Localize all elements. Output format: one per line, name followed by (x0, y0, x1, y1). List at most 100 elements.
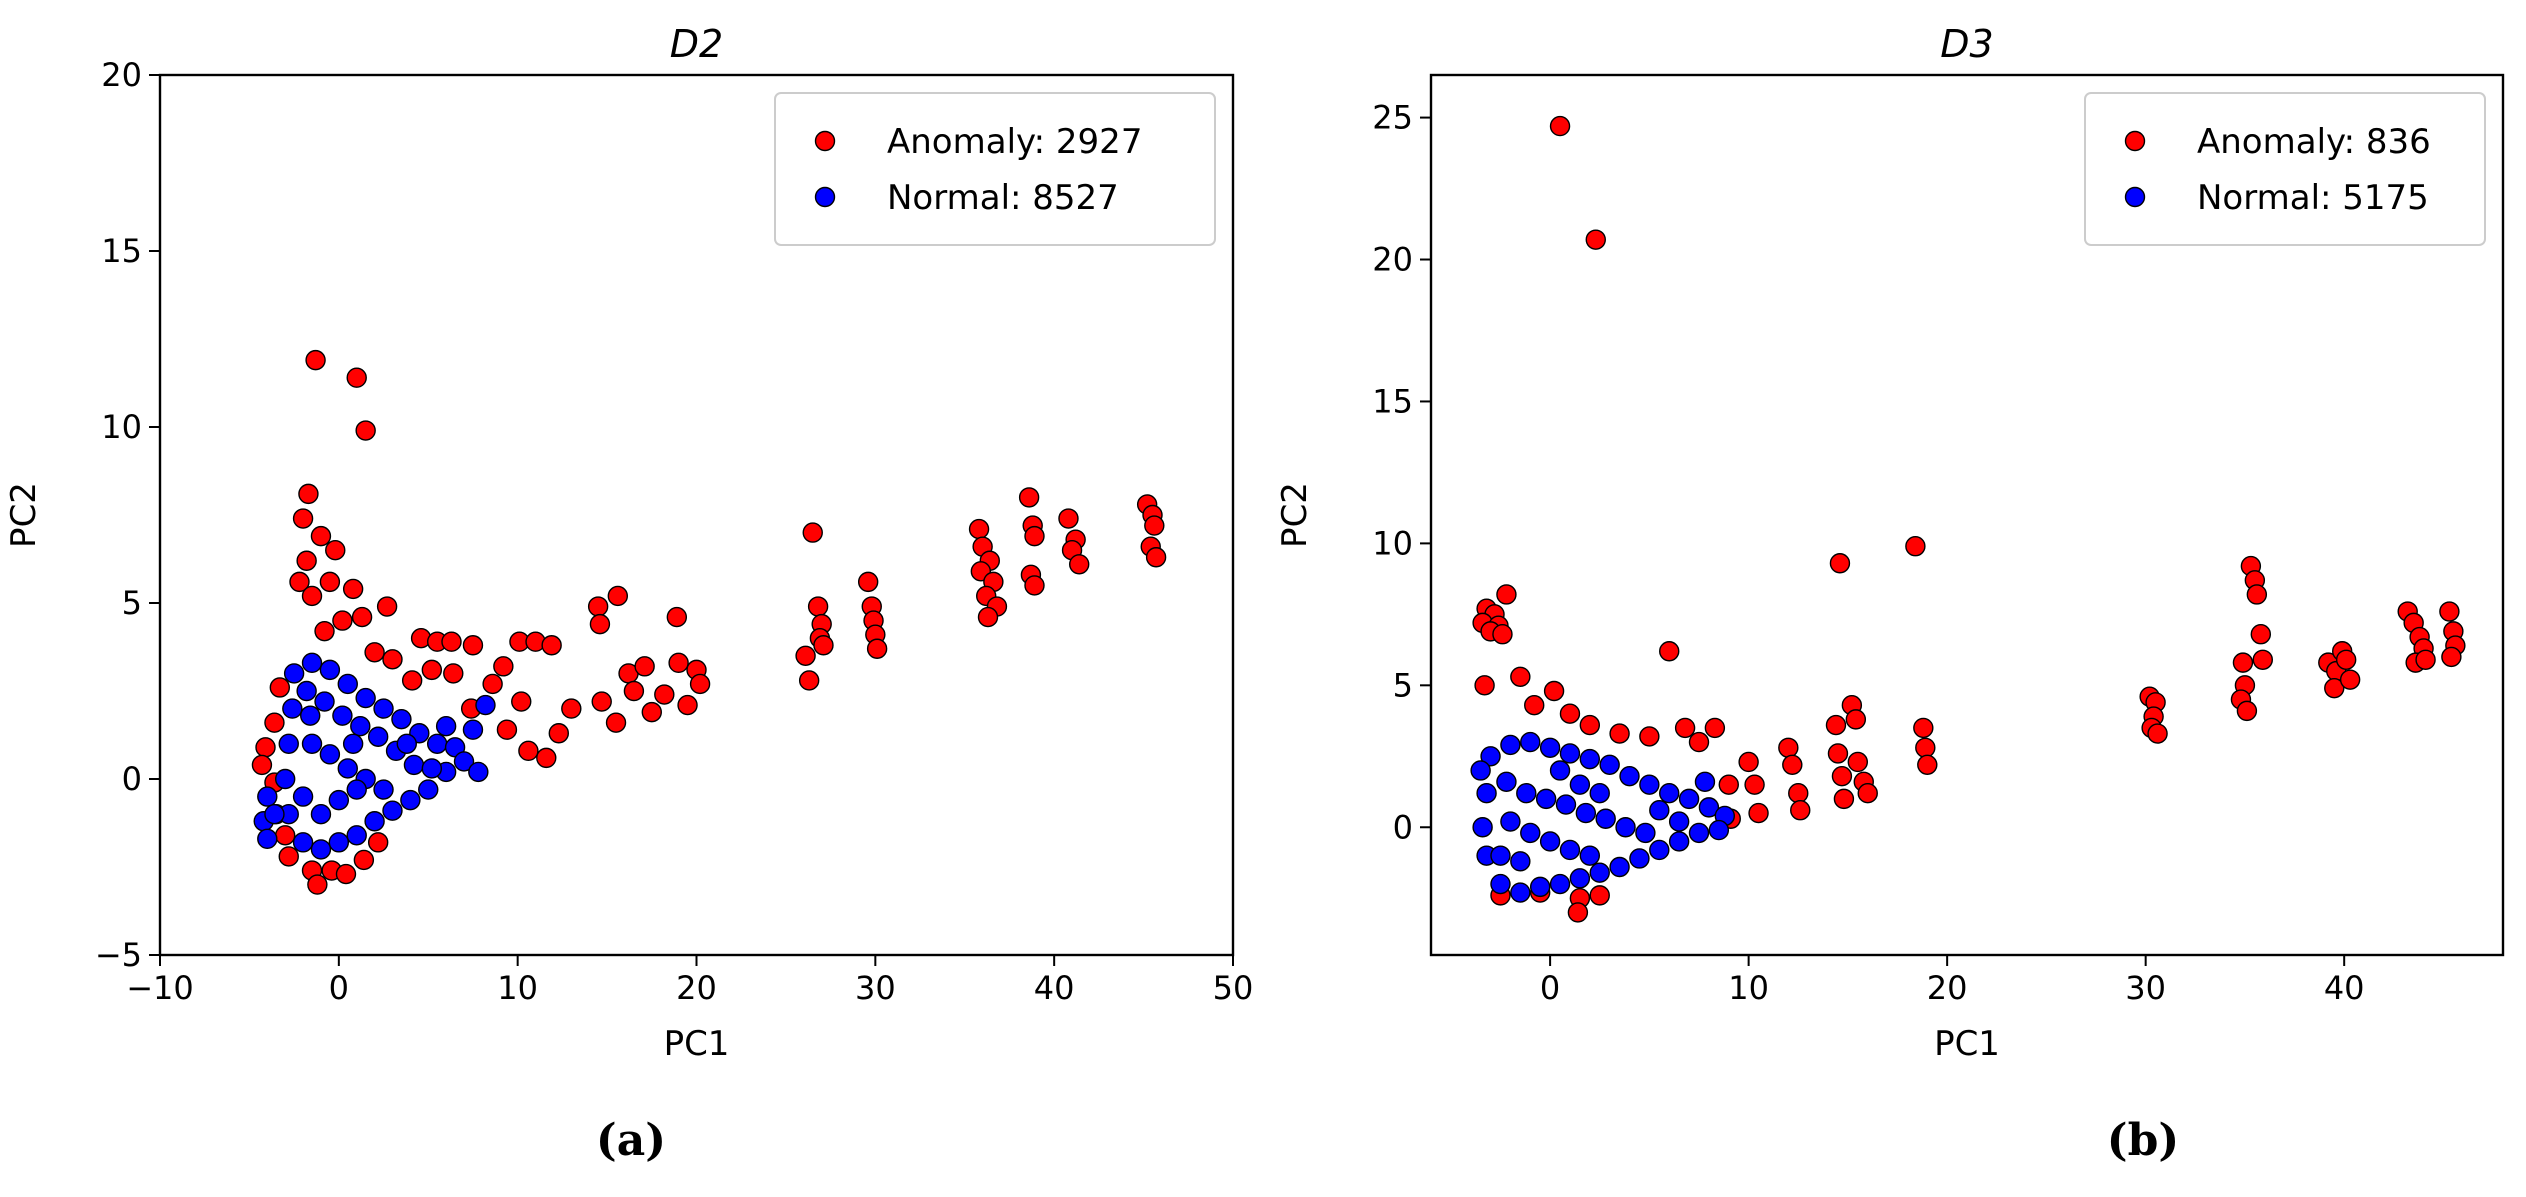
legend-box (774, 92, 1216, 246)
data-point (1629, 848, 1650, 869)
data-point (274, 825, 296, 846)
data-point (1649, 839, 1670, 861)
chart-panel-d2: −10 0 10 20 30 40 50 −5 0 5 10 15 20 PC1 PC2 D2 Anomaly:… (4, 22, 1254, 1166)
data-point (1474, 675, 1495, 696)
data-point (310, 525, 332, 547)
data-point (1825, 714, 1847, 736)
data-point (367, 832, 389, 853)
chart-panel-d3: 0 10 20 30 40 0 5 10 15 20 25 PC1 PC2 D3 Anomaly: 836 N… (1263, 0, 2526, 1197)
legend-label: Anomaly: 2927 (887, 122, 1142, 162)
data-point (1639, 774, 1660, 795)
data-point (1595, 808, 1616, 829)
data-point (1510, 851, 1531, 872)
data-point (1585, 229, 1606, 250)
data-point (1688, 822, 1710, 844)
data-point (274, 768, 296, 790)
data-point (1615, 817, 1636, 838)
data-point (453, 751, 475, 772)
data-point (1539, 737, 1561, 758)
data-point (1510, 666, 1531, 688)
data-point (319, 571, 341, 593)
x-tick-label: 20 (676, 969, 717, 1007)
data-point (2335, 649, 2357, 670)
data-point (1516, 782, 1537, 804)
data-point (968, 518, 990, 540)
data-point (1510, 882, 1531, 903)
data-point (396, 733, 417, 754)
data-point (292, 786, 314, 807)
chart-title: D2 (670, 22, 723, 66)
data-point (1790, 800, 1811, 821)
data-point (1144, 515, 1165, 536)
y-axis-label: PC2 (1275, 482, 1315, 548)
x-tick-label: 50 (1213, 969, 1254, 1007)
data-point (605, 712, 627, 733)
data-point (2236, 700, 2258, 722)
data-point (1589, 862, 1610, 883)
data-point (1024, 525, 1045, 547)
data-point (1524, 694, 1545, 716)
data-point (1024, 575, 1045, 596)
data-point (1549, 115, 1571, 137)
y-tick-label: 25 (1372, 99, 1413, 137)
data-point (282, 698, 303, 719)
data-point (589, 613, 611, 635)
x-tick-label: 40 (2324, 969, 2365, 1007)
data-point (1708, 819, 1730, 841)
data-point (314, 620, 335, 642)
plot-frame (1429, 73, 2505, 957)
data-point (2147, 723, 2168, 744)
data-point (1744, 774, 1765, 795)
chart-title: D3 (1940, 22, 1993, 66)
y-tick-label: 0 (122, 760, 142, 798)
data-point (1476, 782, 1497, 804)
data-point (373, 779, 394, 800)
data-point (1018, 487, 1040, 508)
legend: Anomaly: 2927 Normal: 8527 (774, 92, 1216, 246)
data-point (2246, 584, 2268, 605)
data-point (426, 733, 448, 754)
data-point (1470, 760, 1491, 781)
data-point (1678, 788, 1700, 810)
data-point (314, 691, 335, 712)
data-point (468, 761, 489, 783)
x-axis-label: PC1 (1934, 1024, 2000, 1064)
x-tick-label: 40 (1034, 969, 1075, 1007)
data-point (1738, 751, 1759, 773)
caption-a: (a) (595, 1115, 667, 1166)
data-point (1639, 726, 1660, 747)
y-tick-label: −5 (95, 936, 142, 974)
data-point (418, 779, 439, 800)
data-point (668, 652, 689, 674)
data-point (518, 740, 539, 762)
y-tick-label: 20 (1372, 241, 1413, 279)
x-axis-label: PC1 (664, 1024, 730, 1064)
data-point (1069, 554, 1090, 575)
legend-marker (2124, 186, 2146, 208)
data-point (1529, 876, 1551, 898)
data-point (1535, 788, 1557, 810)
data-point (319, 659, 341, 681)
data-point (1539, 831, 1561, 852)
y-tick-label: 10 (1372, 524, 1413, 562)
data-point (482, 673, 503, 695)
data-point (1520, 822, 1541, 844)
data-point (1559, 839, 1581, 861)
data-point (1496, 584, 1517, 605)
data-point (462, 719, 484, 740)
data-point (367, 726, 389, 747)
data-point (1659, 782, 1680, 804)
data-point (1635, 822, 1656, 844)
data-point (310, 804, 332, 825)
data-point (1490, 873, 1511, 895)
data-point (443, 663, 464, 684)
data-point (298, 483, 319, 505)
data-point (1704, 717, 1726, 739)
data-point (346, 825, 367, 846)
data-point (319, 744, 341, 765)
data-point (1496, 771, 1517, 793)
data-point (301, 652, 323, 674)
data-point (1058, 508, 1079, 529)
data-point (511, 691, 532, 712)
series-normal (1470, 731, 1736, 903)
